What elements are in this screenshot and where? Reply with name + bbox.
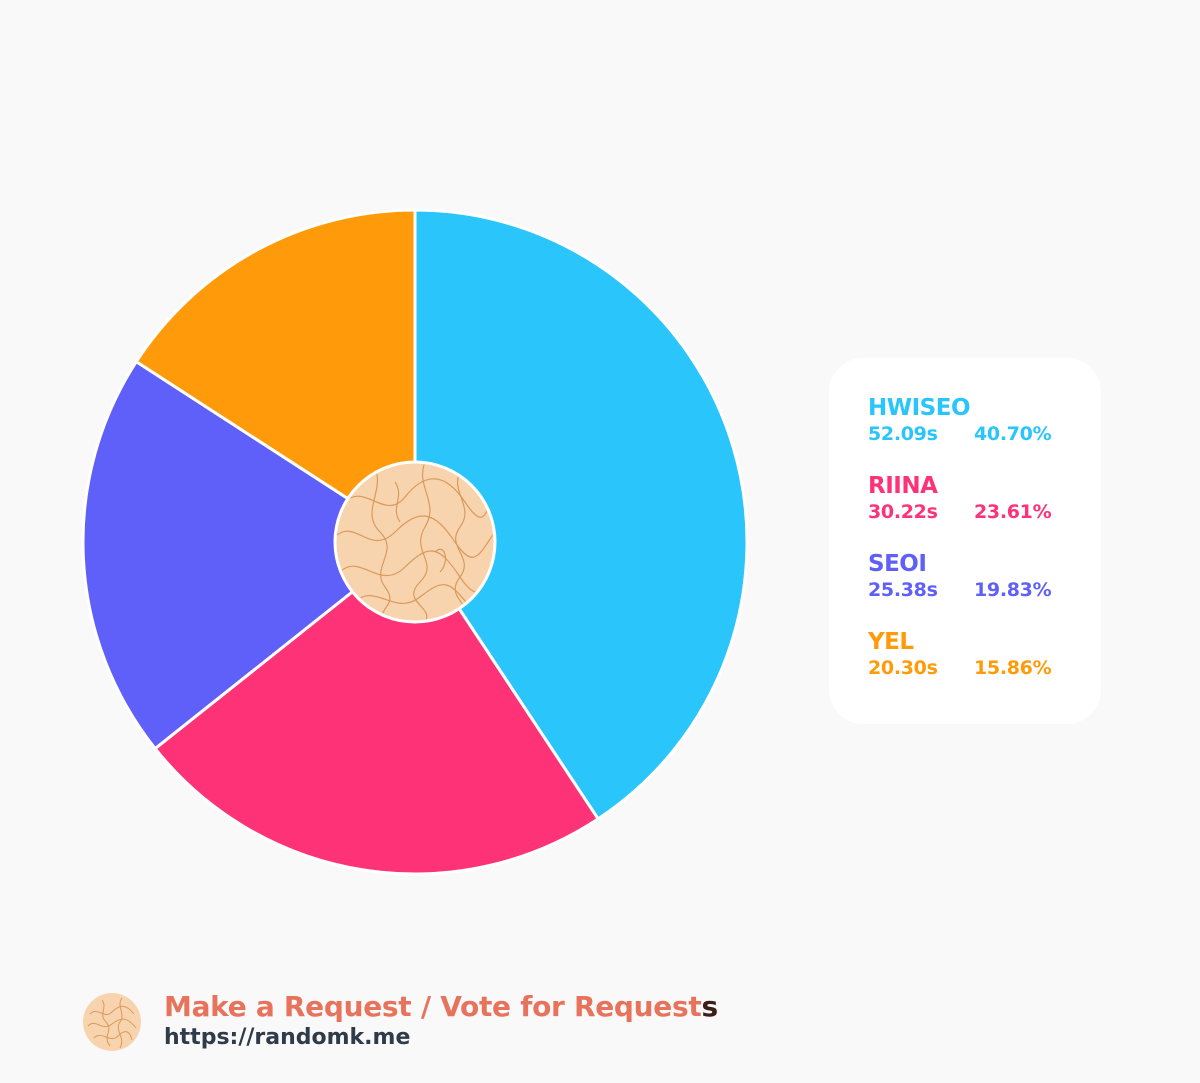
pie-slice-yel: [134, 208, 417, 544]
legend: HWISEO 52.09s 40.70% RIINA 30.22s 23.61% S…: [829, 358, 1101, 724]
request-link-last-char: s: [701, 990, 718, 1023]
legend-entry-yel: YEL 20.30s 15.86%: [868, 628, 1101, 706]
legend-values: 30.22s 23.61%: [868, 500, 1101, 524]
legend-percent: 15.86%: [974, 657, 1052, 679]
footer-logo-icon: [83, 993, 141, 1051]
legend-seconds: 52.09s: [868, 423, 938, 445]
legend-name: YEL: [868, 629, 914, 655]
request-link[interactable]: Make a Request / Vote for Requests: [164, 990, 718, 1024]
legend-seconds: 20.30s: [868, 657, 938, 679]
legend-seconds: 30.22s: [868, 501, 938, 523]
legend-name: HWISEO: [868, 395, 971, 421]
legend-percent: 19.83%: [974, 579, 1052, 601]
legend-values: 25.38s 19.83%: [868, 578, 1101, 602]
request-link-text: Make a Request / Vote for Request: [164, 990, 702, 1023]
legend-name: RIINA: [868, 473, 938, 499]
legend-seconds: 25.38s: [868, 579, 938, 601]
legend-entry-riina: RIINA 30.22s 23.61%: [868, 472, 1101, 550]
legend-name: SEOI: [868, 551, 927, 577]
legend-percent: 40.70%: [974, 423, 1052, 445]
legend-percent: 23.61%: [974, 501, 1052, 523]
legend-entry-seoi: SEOI 25.38s 19.83%: [868, 550, 1101, 628]
center-logo-icon: [333, 460, 497, 624]
site-url-link[interactable]: https://randomk.me: [164, 1025, 411, 1050]
legend-values: 20.30s 15.86%: [868, 656, 1101, 680]
pie-slice-seoi: [81, 360, 417, 751]
legend-entry-hwiseo: HWISEO 52.09s 40.70%: [868, 394, 1101, 472]
pie-slice-riina: [153, 540, 600, 876]
legend-values: 52.09s 40.70%: [868, 422, 1101, 446]
